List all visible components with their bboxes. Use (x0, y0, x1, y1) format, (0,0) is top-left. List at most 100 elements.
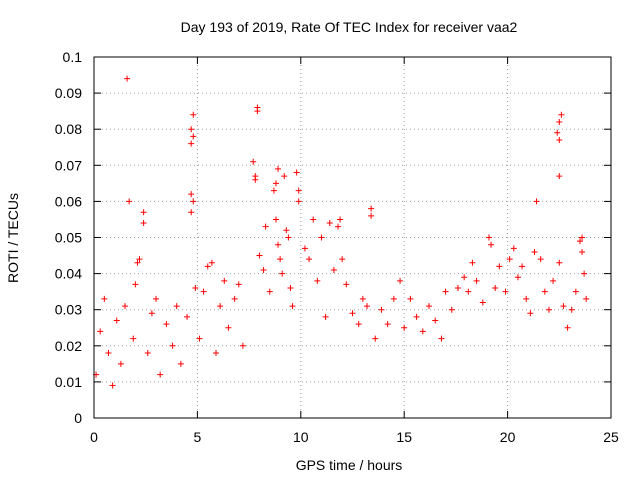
data-point (579, 234, 586, 241)
data-point (270, 187, 277, 194)
data-point (188, 191, 195, 198)
data-point (479, 299, 486, 306)
data-point (568, 306, 575, 313)
data-point (231, 295, 238, 302)
data-point (221, 277, 228, 284)
data-point (208, 259, 215, 266)
data-point (101, 295, 108, 302)
data-point (372, 335, 379, 342)
data-point (188, 209, 195, 216)
data-point (537, 256, 544, 263)
data-point (390, 295, 397, 302)
data-point (173, 303, 180, 310)
data-points (93, 75, 590, 389)
x-tick-label: 5 (194, 429, 202, 445)
data-point (153, 295, 160, 302)
y-tick-label: 0.08 (55, 121, 82, 137)
data-point (192, 285, 199, 292)
data-point (576, 238, 583, 245)
data-point (213, 350, 220, 357)
y-axis-label: ROTI / TECUs (5, 193, 21, 283)
data-point (465, 288, 472, 295)
data-point (140, 220, 147, 227)
data-point (190, 198, 197, 205)
data-point (301, 245, 308, 252)
y-tick-label: 0.07 (55, 157, 82, 173)
data-point (260, 266, 267, 273)
data-point (510, 245, 517, 252)
data-point (109, 382, 116, 389)
data-point (188, 140, 195, 147)
data-point (295, 198, 302, 205)
data-point (262, 223, 269, 230)
data-point (134, 259, 141, 266)
data-point (572, 288, 579, 295)
data-point (384, 321, 391, 328)
data-point (363, 303, 370, 310)
x-axis-label: GPS time / hours (296, 457, 403, 473)
data-point (306, 256, 313, 263)
data-point (256, 252, 263, 259)
data-point (583, 295, 590, 302)
y-tick-label: 0.06 (55, 193, 82, 209)
data-point (560, 303, 567, 310)
data-point (496, 263, 503, 270)
data-point (140, 209, 147, 216)
data-point (581, 270, 588, 277)
data-point (488, 241, 495, 248)
data-point (235, 281, 242, 288)
y-tick-label: 0 (74, 410, 82, 426)
data-point (169, 342, 176, 349)
data-point (519, 263, 526, 270)
x-tick-label: 20 (500, 429, 516, 445)
data-point (281, 173, 288, 180)
data-point (438, 335, 445, 342)
y-tick-label: 0.09 (55, 85, 82, 101)
data-point (579, 248, 586, 255)
data-point (177, 360, 184, 367)
data-point (200, 288, 207, 295)
data-point (359, 295, 366, 302)
data-point (295, 187, 302, 194)
data-point (531, 248, 538, 255)
data-point (163, 321, 170, 328)
data-point (401, 324, 408, 331)
data-point (407, 295, 414, 302)
data-point (204, 263, 211, 270)
data-point (506, 256, 513, 263)
data-point (337, 216, 344, 223)
data-point (272, 216, 279, 223)
data-point (254, 108, 261, 115)
data-point (283, 227, 290, 234)
data-point (266, 288, 273, 295)
axis-ticks: 0 5 10 15 20 25 0 0.01 0.02 0.03 0.04 0.05 0.06 0.07 0… (55, 49, 619, 445)
data-point (188, 126, 195, 133)
data-point (144, 350, 151, 357)
data-point (130, 335, 137, 342)
data-point (368, 205, 375, 212)
data-point (318, 234, 325, 241)
data-point (310, 216, 317, 223)
data-point (157, 371, 164, 378)
data-point (190, 111, 197, 118)
data-point (136, 256, 143, 263)
plot-frame (93, 56, 612, 419)
data-point (184, 313, 191, 320)
data-point (132, 281, 139, 288)
y-tick-label: 0.01 (55, 374, 82, 390)
data-point (533, 198, 540, 205)
y-tick-label: 0.05 (55, 230, 82, 246)
data-point (330, 266, 337, 273)
data-point (339, 256, 346, 263)
data-point (527, 310, 534, 317)
data-point (432, 317, 439, 324)
data-point (124, 75, 131, 82)
data-point (556, 137, 563, 144)
data-point (279, 270, 286, 277)
data-point (113, 317, 120, 324)
data-point (322, 313, 329, 320)
data-point (277, 256, 284, 263)
data-point (349, 310, 356, 317)
grid-lines (94, 57, 611, 418)
y-tick-label: 0.1 (63, 49, 83, 65)
